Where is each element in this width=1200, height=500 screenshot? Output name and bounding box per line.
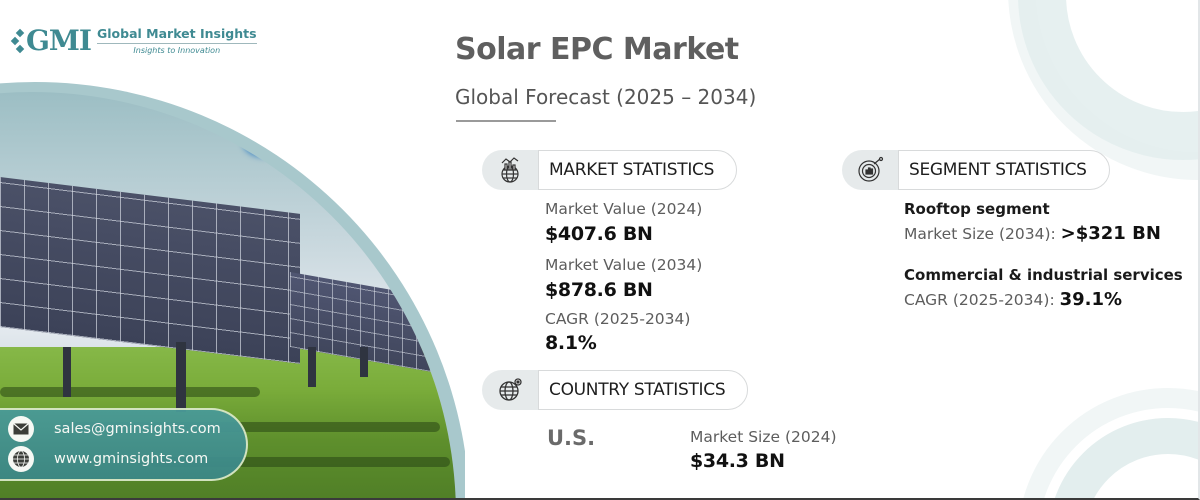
target-chart-icon <box>842 150 898 190</box>
commercial-industrial-line: CAGR (2025-2034): 39.1% <box>904 289 1122 310</box>
brand-tagline: Insights to Innovation <box>133 46 221 55</box>
country-statistics-header: COUNTRY STATISTICS <box>482 370 749 410</box>
commercial-cagr-label: CAGR (2025-2034): <box>904 291 1060 309</box>
email-row[interactable]: sales@gminsights.com <box>8 416 221 442</box>
commercial-industrial-title: Commercial & industrial services <box>904 266 1183 284</box>
title-divider <box>456 120 556 122</box>
chart-globe-icon <box>482 150 538 190</box>
decorative-arc-top <box>1018 0 1198 160</box>
segment-statistics-header: SEGMENT STATISTICS <box>842 150 1110 190</box>
website-row[interactable]: www.gminsights.com <box>8 446 208 472</box>
market-value-2024-label: Market Value (2024) <box>545 200 703 218</box>
page-subtitle: Global Forecast (2025 – 2034) <box>455 85 757 109</box>
solar-panel-array <box>0 177 440 374</box>
rooftop-market-size-value: >$321 BN <box>1060 223 1161 244</box>
contact-panel: sales@gminsights.com www.gminsights.com <box>0 408 248 481</box>
logo-diamonds-icon <box>10 28 25 53</box>
globe-icon <box>8 446 34 472</box>
country-market-size-label: Market Size (2024) <box>690 428 837 446</box>
cagr-label: CAGR (2025-2034) <box>545 310 691 328</box>
commercial-cagr-value: 39.1% <box>1059 289 1123 310</box>
country-market-size-value: $34.3 BN <box>690 450 785 472</box>
rooftop-segment-line: Market Size (2034): >$321 BN <box>904 223 1161 244</box>
market-statistics-header: MARKET STATISTICS <box>482 150 738 190</box>
country-statistics-heading: COUNTRY STATISTICS <box>538 370 749 410</box>
website-link[interactable]: www.gminsights.com <box>54 451 209 467</box>
market-value-2034: $878.6 BN <box>545 279 653 301</box>
logo-mark: GMI <box>10 24 92 57</box>
rooftop-segment-title: Rooftop segment <box>904 200 1050 218</box>
logo-mark-text: GMI <box>26 24 92 57</box>
rooftop-market-size-label: Market Size (2034): <box>904 225 1061 243</box>
email-link[interactable]: sales@gminsights.com <box>54 421 221 437</box>
cagr-value: 8.1% <box>545 332 597 354</box>
gmi-logo: GMI Global Market Insights Insights to I… <box>10 24 257 57</box>
segment-statistics-heading: SEGMENT STATISTICS <box>898 150 1110 190</box>
market-statistics-heading: MARKET STATISTICS <box>538 150 738 190</box>
globe-pin-icon <box>482 370 538 410</box>
market-value-2024: $407.6 BN <box>545 223 653 245</box>
country-name: U.S. <box>547 426 596 450</box>
market-value-2034-label: Market Value (2034) <box>545 256 703 274</box>
brand-name: Global Market Insights <box>97 26 257 44</box>
page-title: Solar EPC Market <box>455 32 739 67</box>
envelope-icon <box>8 416 34 442</box>
